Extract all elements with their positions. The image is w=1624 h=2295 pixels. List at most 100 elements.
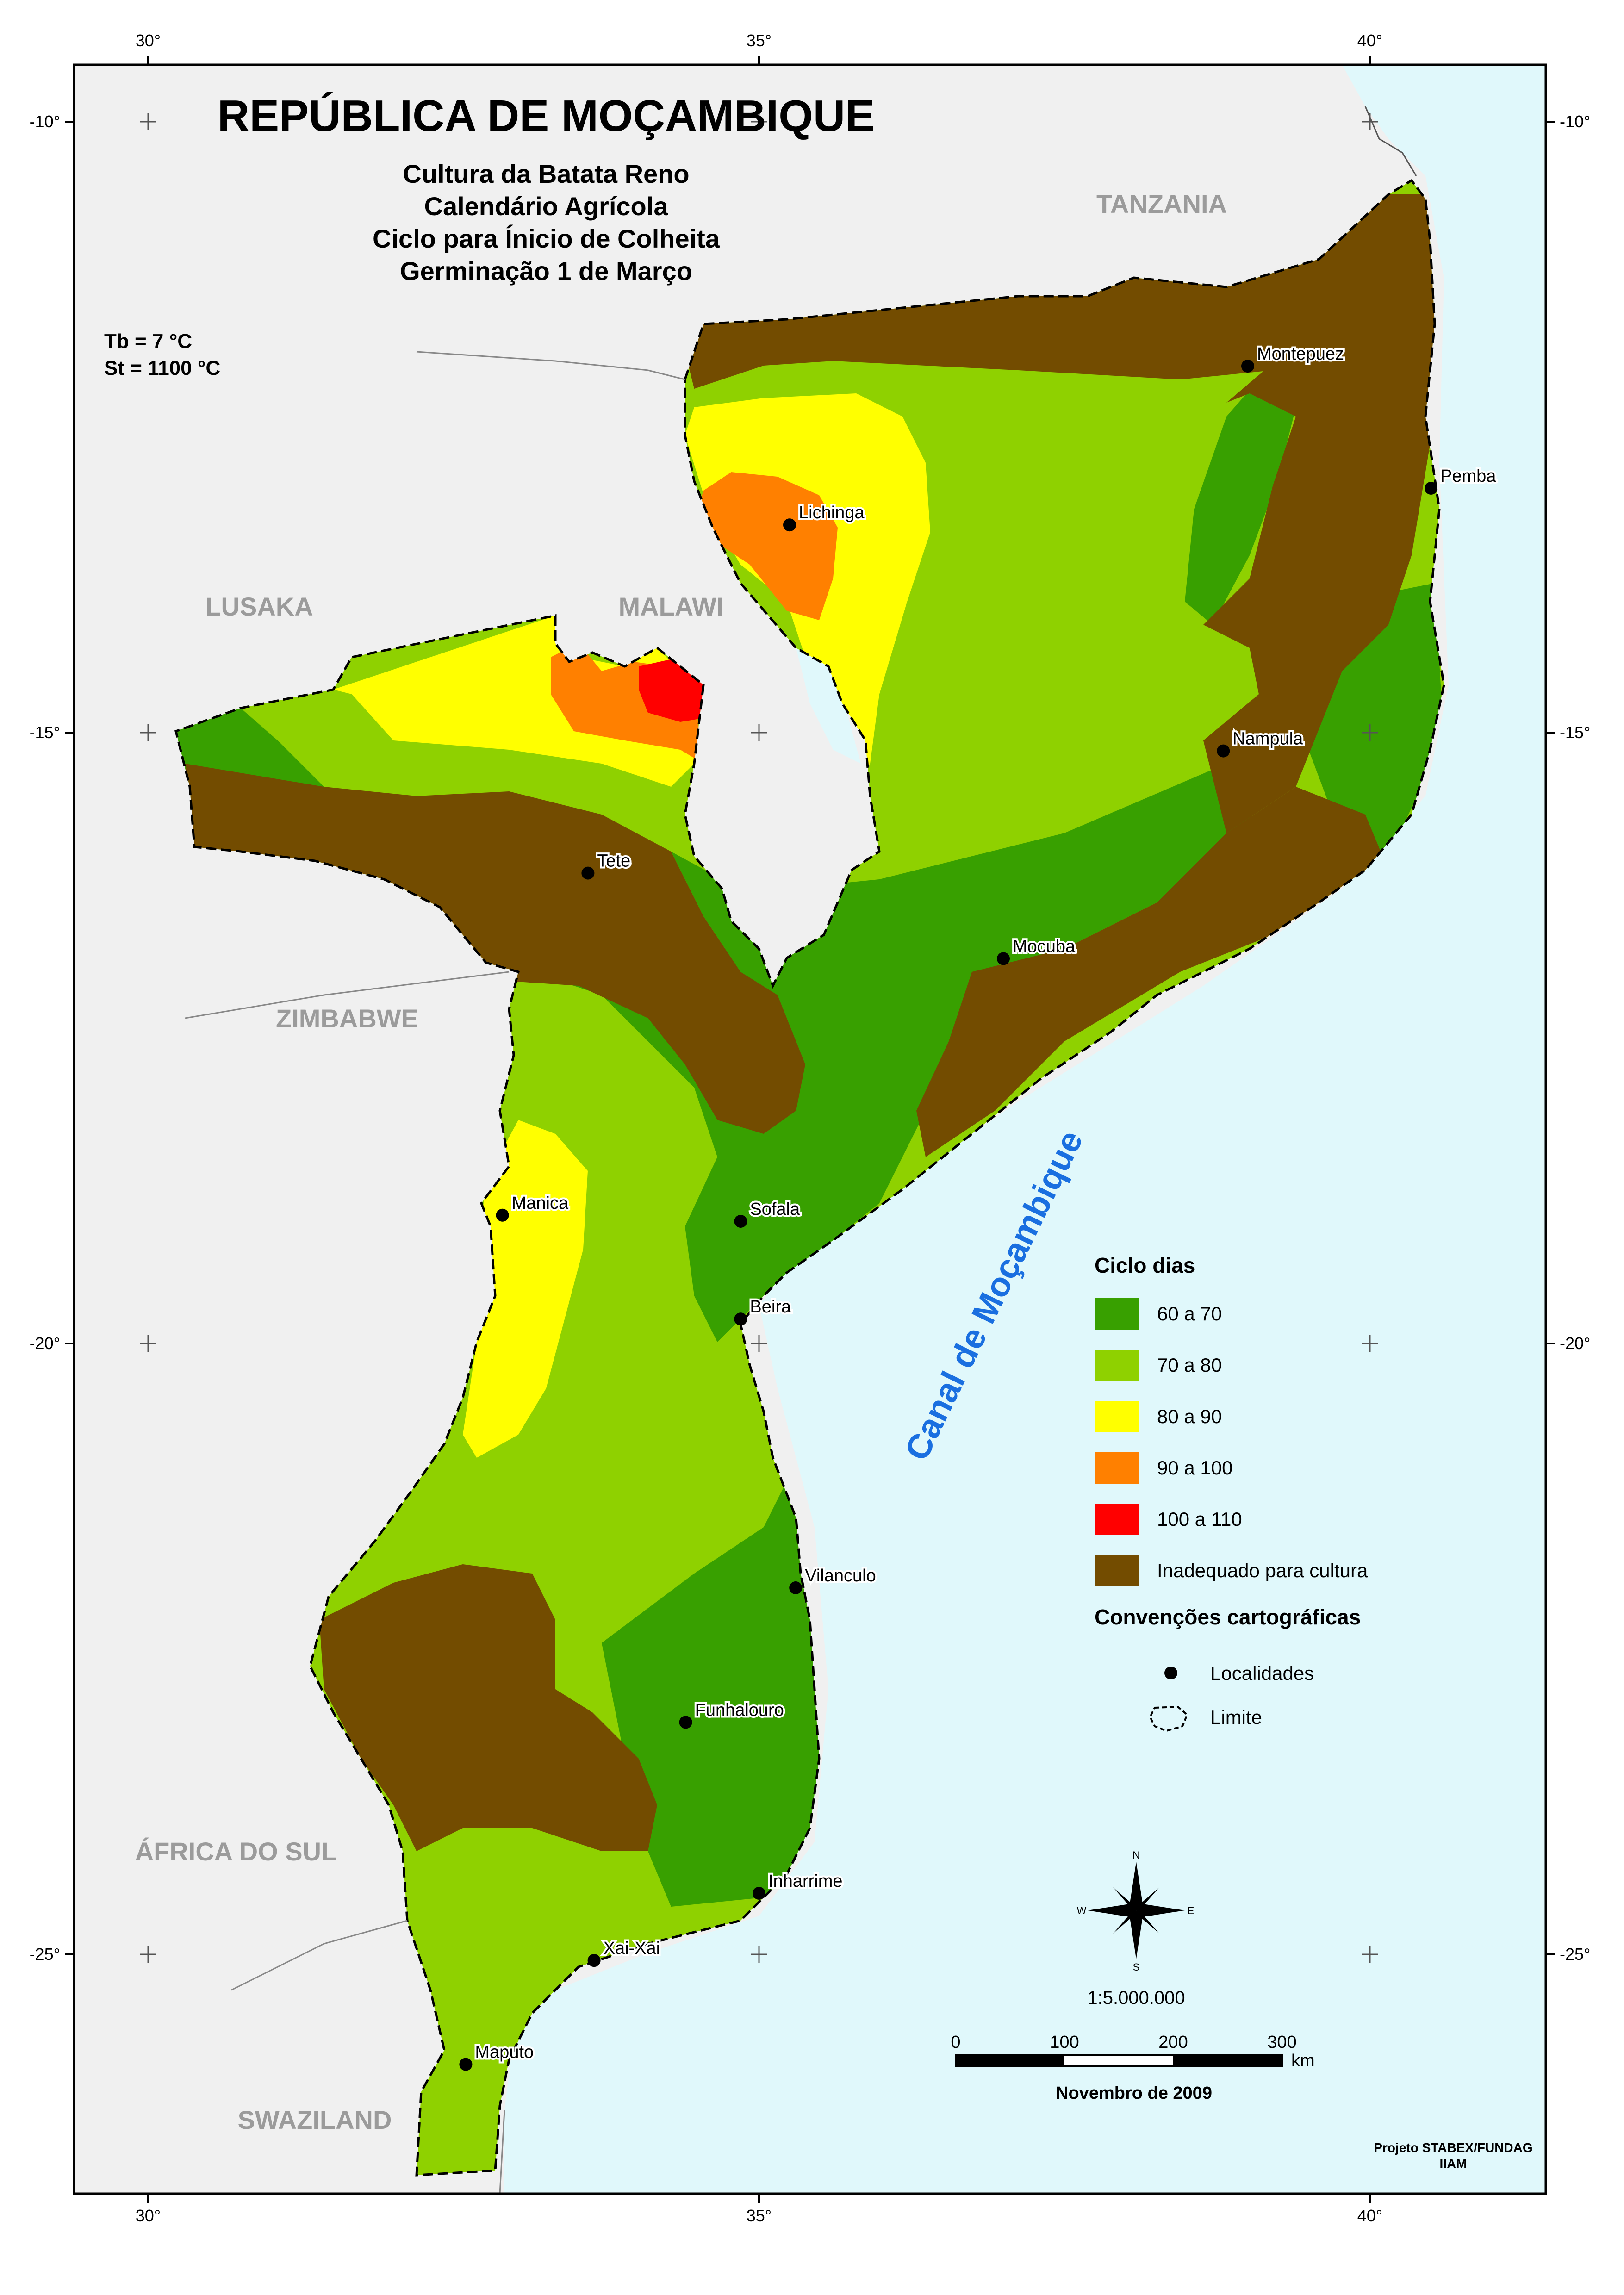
scale-tick-200: 200: [1158, 2033, 1188, 2052]
city-dot: [734, 1215, 747, 1228]
city-label: Inharrime: [768, 1872, 843, 1891]
graticule-cross: [751, 1335, 767, 1352]
legend-swatch: [1095, 1350, 1139, 1381]
label-tanzania: TANZANIA: [1096, 189, 1227, 218]
tanzania-coast: [1364, 106, 1417, 176]
legend-label: 70 a 80: [1157, 1354, 1222, 1376]
scale-seg-3: [1173, 2055, 1282, 2066]
scale-tick-100: 100: [1050, 2033, 1079, 2052]
lat-tick-right-25: -25°: [1560, 1945, 1590, 1964]
legend-label: 80 a 90: [1157, 1406, 1222, 1427]
city-dot: [1217, 744, 1230, 758]
legend-swatch: [1095, 1401, 1139, 1432]
graticule-cross: [1362, 113, 1378, 130]
lat-tick-right-20: -20°: [1560, 1334, 1590, 1353]
compass-rose: N S E W: [1077, 1849, 1195, 1973]
lon-tick-top-35: 35°: [747, 31, 772, 50]
compass-diag: [1113, 1887, 1136, 1910]
lat-tick-right-10: -10°: [1560, 112, 1590, 131]
lat-tick-left-15: -15°: [30, 723, 60, 742]
zone-60-70-centre: [532, 764, 1273, 1342]
param-tb: Tb = 7 °C: [104, 330, 192, 353]
label-zimbabwe: ZIMBABWE: [276, 1004, 418, 1033]
axis-labels: 30° 35° 40° 30° 35° 40° -10° -15° -20° -…: [30, 31, 1591, 2225]
lon-tick-bottom-40: 40°: [1357, 2206, 1382, 2225]
city-label: Nampula: [1232, 729, 1303, 749]
compass-e: E: [1188, 1905, 1195, 1916]
city-label: Pemba: [1440, 466, 1496, 486]
compass-south-point: [1130, 1910, 1143, 1959]
compass-diag: [1113, 1910, 1136, 1934]
lake-malawi: [796, 648, 861, 764]
legend-limite-symbol: [1149, 1705, 1188, 1732]
neighbor-boundary: [231, 1920, 408, 1991]
map-frame: TANZANIA MALAWI LUSAKA ZIMBABWE ÁFRICA D…: [74, 65, 1546, 2194]
zone-unsuitable-coast: [916, 787, 1388, 1157]
legend: Ciclo dias 60 a 70 70 a 80 80 a 90 90 a 100…: [1095, 1253, 1368, 1732]
legend-limite: Limite: [1210, 1706, 1262, 1728]
label-malawi: MALAWI: [618, 592, 723, 621]
city-label: Funhalouro: [695, 1700, 784, 1720]
zone-60-70-tete-edge: [671, 852, 778, 986]
zone-unsuitable-north: [685, 194, 1435, 833]
legend-items: 60 a 70 70 a 80 80 a 90 90 a 100 100 a 110 In…: [1095, 1298, 1368, 1586]
neighbor-boundary: [499, 2110, 505, 2194]
compass-diag: [1136, 1887, 1159, 1910]
city-dot: [783, 518, 796, 532]
legend-swatch: [1095, 1298, 1139, 1330]
subtitle-line-2: Calendário Agrícola: [424, 192, 669, 221]
graticule-cross: [751, 113, 767, 130]
city-label: Lichinga: [799, 503, 865, 522]
scale-tick-0: 0: [951, 2033, 960, 2052]
zone-80-90-tete: [333, 616, 694, 787]
scale-unit: km: [1291, 2051, 1315, 2071]
city-label: Montepuez: [1257, 344, 1344, 364]
zone-60-70-east: [1185, 379, 1296, 625]
graticule-crosses: [140, 113, 1378, 1963]
legend-localidades: Localidades: [1210, 1662, 1314, 1684]
label-lusaka: LUSAKA: [205, 592, 313, 621]
legend-title: Ciclo dias: [1095, 1253, 1195, 1277]
label-swaziland: SWAZILAND: [238, 2105, 392, 2134]
param-st: St = 1100 °C: [104, 357, 220, 379]
scale-seg-1: [956, 2055, 1064, 2066]
lon-tick-top-40: 40°: [1357, 31, 1382, 50]
credit-line-1: Projeto STABEX/FUNDAG: [1374, 2140, 1532, 2155]
city-dot: [1241, 360, 1254, 373]
legend-label: Inadequado para cultura: [1157, 1560, 1368, 1581]
graticule-cross: [1362, 724, 1378, 741]
map-date: Novembro de 2009: [1056, 2084, 1212, 2103]
compass-east-point: [1136, 1904, 1185, 1917]
city-label: Mocuba: [1013, 937, 1076, 956]
city-dot: [997, 952, 1010, 965]
legend-label: 90 a 100: [1157, 1457, 1233, 1479]
city-label: Vilanculo: [805, 1566, 876, 1586]
legend-localidade-dot: [1164, 1667, 1177, 1679]
country-boundary: [174, 179, 1445, 2177]
cities-layer: Montepuez Pemba Lichinga Nampula Tete Mocuba S…: [459, 342, 1498, 2071]
subtitle-line-4: Germinação 1 de Março: [400, 256, 692, 286]
city-dot: [459, 2058, 473, 2071]
graticule-cross: [1362, 1335, 1378, 1352]
graticule-cross: [751, 1946, 767, 1963]
scale-ratio: 1:5.000.000: [1087, 1988, 1185, 2008]
zone-60-70-south: [602, 1481, 824, 1907]
legend-swatch: [1095, 1504, 1139, 1535]
scale-bar: 1:5.000.000 0 100 200 300 km Novembro de…: [951, 1988, 1314, 2103]
city-dot: [753, 1887, 765, 1900]
lat-tick-right-15: -15°: [1560, 723, 1590, 742]
scale-tick-300: 300: [1267, 2033, 1296, 2052]
compass-diag: [1136, 1910, 1159, 1934]
city-dot: [496, 1208, 509, 1222]
compass-n: N: [1132, 1849, 1140, 1861]
city-dot: [587, 1954, 601, 1967]
city-label: Sofala: [750, 1200, 800, 1219]
lon-tick-top-30: 30°: [136, 31, 161, 50]
city-label: Manica: [512, 1194, 569, 1213]
legend-swatch: [1095, 1452, 1139, 1484]
graticule-cross: [140, 113, 156, 130]
page-title: REPÚBLICA DE MOÇAMBIQUE: [218, 91, 875, 141]
neighbor-boundary: [416, 351, 685, 380]
city-dot: [581, 866, 595, 880]
